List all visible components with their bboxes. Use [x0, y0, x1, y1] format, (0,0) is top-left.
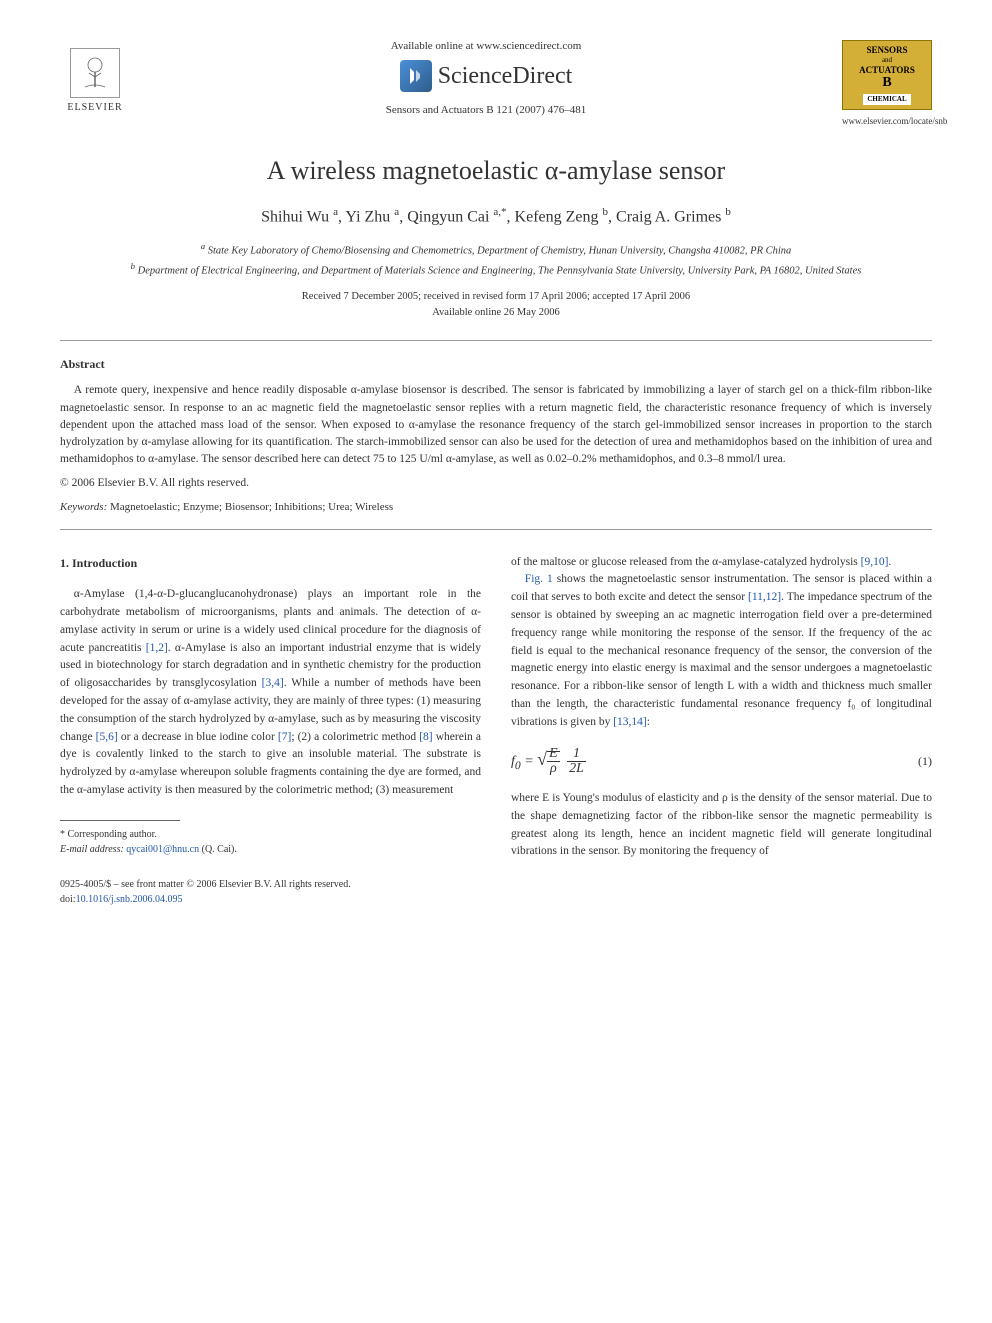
sciencedirect-logo: ScienceDirect	[130, 60, 842, 92]
affiliation-b-text: Department of Electrical Engineering, an…	[138, 265, 862, 276]
received-date: Received 7 December 2005; received in re…	[60, 289, 932, 305]
p2-end: :	[647, 716, 650, 728]
keywords-label: Keywords:	[60, 501, 107, 513]
footer-copyright: 0925-4005/$ – see front matter © 2006 El…	[60, 877, 932, 892]
keywords-list: Magnetoelastic; Enzyme; Biosensor; Inhib…	[110, 501, 393, 513]
two-column-body: 1. Introduction α-Amylase (1,4-α-D-gluca…	[60, 554, 932, 862]
journal-badge: SENSORS and ACTUATORS B CHEMICAL	[842, 40, 932, 110]
affiliation-b: b Department of Electrical Engineering, …	[60, 260, 932, 279]
article-title: A wireless magnetoelastic α-amylase sens…	[60, 156, 932, 186]
badge-line-4: B	[882, 75, 891, 92]
abstract-heading: Abstract	[60, 357, 932, 372]
center-header: Available online at www.sciencedirect.co…	[130, 40, 842, 116]
p2-mid: . The impedance spectrum of the sensor i…	[511, 591, 932, 728]
badge-line-2: and	[882, 56, 892, 64]
abstract-copyright: © 2006 Elsevier B.V. All rights reserved…	[60, 477, 932, 489]
ref-link-5-6[interactable]: [5,6]	[96, 731, 118, 743]
badge-line-1: SENSORS	[866, 45, 907, 56]
ref-link-13-14[interactable]: [13,14]	[613, 716, 647, 728]
ref-link-8[interactable]: [8]	[419, 731, 432, 743]
p1-m3: or a decrease in blue iodine color	[118, 731, 278, 743]
intro-para-3: where E is Young's modulus of elasticity…	[511, 790, 932, 861]
email-line: E-mail address: qycai001@hnu.cn (Q. Cai)…	[60, 842, 481, 857]
doi-label: doi:	[60, 894, 76, 905]
ref-link-9-10[interactable]: [9,10]	[861, 556, 889, 568]
footnote-block: * Corresponding author. E-mail address: …	[60, 827, 481, 857]
online-date: Available online 26 May 2006	[60, 305, 932, 321]
abstract-text: A remote query, inexpensive and hence re…	[60, 382, 932, 468]
badge-line-3: ACTUATORS	[859, 65, 915, 76]
email-label: E-mail address:	[60, 844, 124, 855]
divider-top	[60, 340, 932, 341]
col2-continuation: of the maltose or glucose released from …	[511, 554, 932, 572]
affiliation-a: a State Key Laboratory of Chemo/Biosensi…	[60, 240, 932, 259]
journal-logo-block: SENSORS and ACTUATORS B CHEMICAL www.els…	[842, 40, 932, 126]
footer-block: 0925-4005/$ – see front matter © 2006 El…	[60, 877, 932, 907]
ref-link-1-2[interactable]: [1,2]	[146, 642, 168, 654]
intro-para-2: Fig. 1 shows the magnetoelastic sensor i…	[511, 571, 932, 731]
p1-m4: ; (2) a colorimetric method	[291, 731, 419, 743]
c2-pre: of the maltose or glucose released from …	[511, 556, 861, 568]
footnote-separator	[60, 820, 180, 821]
equation-row: f0 = √Eρ 12L (1)	[511, 746, 932, 776]
sciencedirect-text: ScienceDirect	[438, 63, 573, 90]
email-suffix: (Q. Cai).	[202, 844, 237, 855]
footer-doi-line: doi:10.1016/j.snb.2006.04.095	[60, 892, 932, 907]
fig-1-link[interactable]: Fig. 1	[525, 573, 553, 585]
badge-line-5: CHEMICAL	[863, 94, 910, 104]
equation-number: (1)	[918, 752, 932, 771]
intro-heading: 1. Introduction	[60, 554, 481, 573]
equation-1: f0 = √Eρ 12L	[511, 746, 586, 776]
intro-para-1: α-Amylase (1,4-α-D-glucanglucanohydronas…	[60, 586, 481, 800]
ref-link-3-4[interactable]: [3,4]	[262, 677, 284, 689]
right-column: of the maltose or glucose released from …	[511, 554, 932, 862]
keywords-line: Keywords: Magnetoelastic; Enzyme; Biosen…	[60, 501, 932, 513]
elsevier-logo: ELSEVIER	[60, 40, 130, 120]
dates-block: Received 7 December 2005; received in re…	[60, 289, 932, 321]
header-row: ELSEVIER Available online at www.science…	[60, 40, 932, 126]
email-link[interactable]: qycai001@hnu.cn	[126, 844, 199, 855]
journal-reference: Sensors and Actuators B 121 (2007) 476–4…	[130, 104, 842, 116]
elsevier-tree-icon	[70, 48, 120, 98]
authors-line: Shihui Wu a, Yi Zhu a, Qingyun Cai a,*, …	[60, 206, 932, 226]
sciencedirect-icon	[400, 60, 432, 92]
ref-link-7[interactable]: [7]	[278, 731, 291, 743]
doi-link[interactable]: 10.1016/j.snb.2006.04.095	[76, 894, 183, 905]
c2-end: .	[888, 556, 891, 568]
affiliation-a-text: State Key Laboratory of Chemo/Biosensing…	[208, 246, 792, 257]
divider-bottom	[60, 529, 932, 530]
affiliations: a State Key Laboratory of Chemo/Biosensi…	[60, 240, 932, 279]
elsevier-label: ELSEVIER	[67, 102, 122, 113]
journal-url: www.elsevier.com/locate/snb	[842, 116, 932, 126]
corresponding-author: * Corresponding author.	[60, 827, 481, 842]
available-online-text: Available online at www.sciencedirect.co…	[130, 40, 842, 52]
left-column: 1. Introduction α-Amylase (1,4-α-D-gluca…	[60, 554, 481, 862]
ref-link-11-12[interactable]: [11,12]	[748, 591, 781, 603]
